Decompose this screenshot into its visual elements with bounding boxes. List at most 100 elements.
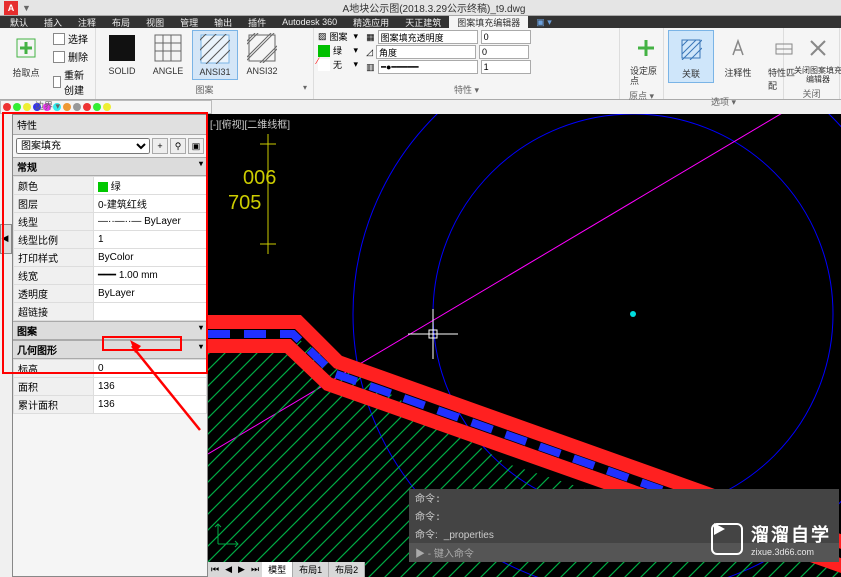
- pattern-angle[interactable]: ANGLE: [146, 30, 190, 78]
- command-history: 命令:: [409, 507, 839, 525]
- qat-dot-icon[interactable]: [93, 103, 101, 111]
- command-line[interactable]: 命令: 命令: 命令: _properties ▶ - 键入命令: [409, 489, 839, 562]
- select-icon: [53, 33, 65, 45]
- solid-icon: [106, 32, 138, 64]
- tab-layout1[interactable]: 布局1: [293, 562, 329, 577]
- color-swatch-icon: [98, 182, 108, 192]
- menu-addins[interactable]: 插件: [240, 16, 274, 29]
- tab-nav-next[interactable]: ▶: [235, 564, 248, 575]
- group-boundary-title: 边界 ▾: [4, 98, 91, 113]
- properties-tab-handle[interactable]: ◀: [0, 224, 12, 254]
- svg-text:006: 006: [243, 167, 276, 189]
- prop-row-plotstyle[interactable]: 打印样式ByColor: [14, 249, 207, 267]
- close-x-icon: [802, 32, 834, 64]
- prop-row-ltscale[interactable]: 线型比例1: [14, 231, 207, 249]
- menu-insert[interactable]: 插入: [36, 16, 70, 29]
- tab-nav-last[interactable]: ⏭: [248, 564, 262, 575]
- angle-label[interactable]: [376, 45, 476, 59]
- prop-row-elevation[interactable]: 标高0: [14, 360, 207, 378]
- hatch-color-row[interactable]: 绿▾: [318, 44, 358, 57]
- pattern-solid[interactable]: SOLID: [100, 30, 144, 78]
- group-pattern-title: 图案▾: [100, 82, 309, 97]
- ribbon: 拾取点 选择 删除 重新创建 边界 ▾ SOLID ANGLE ANSI31: [0, 28, 841, 100]
- annotative-icon: [722, 32, 754, 64]
- prop-row-lineweight[interactable]: 线宽━━━ 1.00 mm: [14, 267, 207, 285]
- scale-slider[interactable]: [378, 60, 478, 74]
- menu-more[interactable]: ▣ ▾: [528, 17, 560, 28]
- layout-tabs: ⏮ ◀ ▶ ⏭ 模型 布局1 布局2: [208, 562, 365, 577]
- group-props-title: 特性 ▾: [318, 82, 615, 97]
- app-icon: A: [4, 1, 18, 15]
- drawing-viewport[interactable]: [-][俯视][二维线框]: [208, 114, 841, 577]
- prop-row-area[interactable]: 面积136: [14, 378, 207, 396]
- remove-button[interactable]: 删除: [50, 48, 91, 65]
- prop-row-color[interactable]: 颜色 绿: [14, 177, 207, 195]
- ansi31-icon: [199, 33, 231, 65]
- menu-hatch-editor[interactable]: 图案填充编辑器: [449, 16, 528, 29]
- document-title: A地块公示图(2018.3.29公示终稿)_t9.dwg: [343, 0, 526, 15]
- menu-bar: 默认 插入 注释 布局 视图 管理 输出 插件 Autodesk 360 精选应…: [0, 16, 841, 28]
- entity-type-select[interactable]: 图案填充: [16, 138, 150, 154]
- qat-dot-icon[interactable]: [103, 103, 111, 111]
- menu-featured[interactable]: 精选应用: [345, 16, 397, 29]
- angle-value[interactable]: [479, 45, 529, 59]
- set-origin-button[interactable]: 设定原点: [624, 30, 668, 88]
- tab-nav-first[interactable]: ⏮: [208, 564, 222, 575]
- plus-icon: [10, 32, 42, 64]
- group-close-title: 关闭: [788, 86, 835, 101]
- menu-output[interactable]: 输出: [206, 16, 240, 29]
- scale-icon: ▥: [366, 62, 375, 73]
- scale-value[interactable]: [481, 60, 531, 74]
- menu-view[interactable]: 视图: [138, 16, 172, 29]
- section-pattern[interactable]: 图案▾: [13, 321, 207, 340]
- pick-points-button[interactable]: 拾取点: [4, 30, 48, 81]
- angle-icon: [152, 32, 184, 64]
- tab-model[interactable]: 模型: [262, 562, 293, 577]
- menu-default[interactable]: 默认: [2, 16, 36, 29]
- pattern-ansi31[interactable]: ANSI31: [192, 30, 238, 80]
- origin-plus-icon: [630, 32, 662, 64]
- command-history: 命令:: [409, 489, 839, 507]
- quick-select-button[interactable]: ⚲: [170, 138, 186, 154]
- prop-row-transparency[interactable]: 透明度ByLayer: [14, 285, 207, 303]
- close-hatch-editor-button[interactable]: 关闭图案填充编辑器: [788, 30, 841, 86]
- remove-icon: [53, 51, 65, 63]
- command-input[interactable]: ▶ - 键入命令: [409, 543, 839, 562]
- menu-manage[interactable]: 管理: [172, 16, 206, 29]
- prop-row-linetype[interactable]: 线型—··—··— ByLayer: [14, 213, 207, 231]
- group-options-title: 选项 ▾: [668, 94, 779, 109]
- prop-row-hyperlink[interactable]: 超链接: [14, 303, 207, 321]
- tab-layout2[interactable]: 布局2: [329, 562, 365, 577]
- command-history: 命令: _properties: [409, 525, 839, 543]
- section-general[interactable]: 常规▾: [13, 157, 207, 176]
- annotative-button[interactable]: 注释性: [716, 30, 760, 81]
- associative-button[interactable]: 关联: [668, 30, 714, 83]
- hatch-pattern-row[interactable]: ▨图案▾: [318, 30, 358, 43]
- hatch-bg-row[interactable]: ⁄无▾: [318, 58, 358, 71]
- associative-icon: [675, 33, 707, 65]
- menu-annotate[interactable]: 注释: [70, 16, 104, 29]
- main-area: ◀ 特性 图案填充 + ⚲ ▣ 常规▾ 颜色 绿 图层0-建筑红线 线型—··—…: [0, 114, 841, 577]
- prop-row-cumulative-area[interactable]: 累计面积136: [14, 396, 207, 414]
- transparency-value[interactable]: [481, 30, 531, 44]
- menu-tianzheng[interactable]: 天正建筑: [397, 16, 449, 29]
- properties-header: 特性: [13, 115, 207, 135]
- svg-text:705: 705: [228, 192, 261, 214]
- select-objects-button[interactable]: ▣: [188, 138, 204, 154]
- select-button[interactable]: 选择: [50, 30, 91, 47]
- color-swatch-icon: [318, 45, 330, 57]
- pattern-ansi32[interactable]: ANSI32: [240, 30, 284, 78]
- ansi32-icon: [246, 32, 278, 64]
- recreate-button[interactable]: 重新创建: [50, 66, 91, 98]
- title-bar: A ▼ A地块公示图(2018.3.29公示终稿)_t9.dwg: [0, 0, 841, 16]
- angle-icon: ◿: [366, 47, 373, 58]
- toggle-pickset-button[interactable]: +: [152, 138, 168, 154]
- tab-nav-prev[interactable]: ◀: [222, 564, 235, 575]
- transparency-label[interactable]: [378, 30, 478, 44]
- menu-a360[interactable]: Autodesk 360: [274, 17, 345, 27]
- general-props-table: 颜色 绿 图层0-建筑红线 线型—··—··— ByLayer 线型比例1 打印…: [13, 176, 207, 321]
- menu-layout[interactable]: 布局: [104, 16, 138, 29]
- prop-row-layer[interactable]: 图层0-建筑红线: [14, 195, 207, 213]
- geometry-props-table: 标高0 面积136 累计面积136: [13, 359, 207, 414]
- section-geometry[interactable]: 几何图形▾: [13, 340, 207, 359]
